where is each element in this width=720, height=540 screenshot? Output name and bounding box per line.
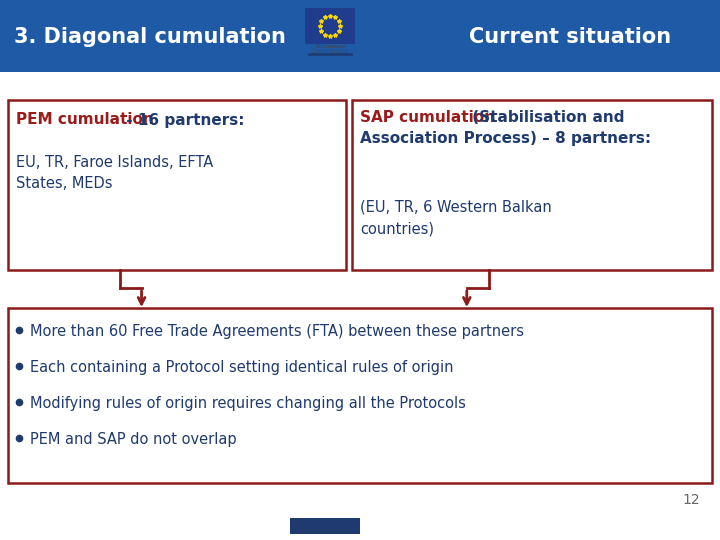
FancyBboxPatch shape	[305, 8, 355, 44]
FancyBboxPatch shape	[8, 308, 712, 483]
Text: European
Commission: European Commission	[311, 44, 349, 55]
FancyBboxPatch shape	[290, 518, 360, 534]
Text: More than 60 Free Trade Agreements (FTA) between these partners: More than 60 Free Trade Agreements (FTA)…	[30, 324, 524, 339]
FancyBboxPatch shape	[8, 100, 346, 270]
Text: (Stabilisation and: (Stabilisation and	[467, 111, 624, 125]
Text: Association Process) – 8 partners:: Association Process) – 8 partners:	[360, 131, 651, 145]
Text: Current situation: Current situation	[469, 28, 671, 48]
Text: PEM cumulation: PEM cumulation	[16, 112, 154, 127]
Text: PEM and SAP do not overlap: PEM and SAP do not overlap	[30, 432, 237, 447]
FancyBboxPatch shape	[352, 100, 712, 270]
Text: Modifying rules of origin requires changing all the Protocols: Modifying rules of origin requires chang…	[30, 396, 466, 411]
Text: SAP cumulation: SAP cumulation	[360, 111, 495, 125]
FancyBboxPatch shape	[0, 0, 720, 72]
Text: (EU, TR, 6 Western Balkan
countries): (EU, TR, 6 Western Balkan countries)	[360, 200, 552, 236]
Text: 3. Diagonal cumulation: 3. Diagonal cumulation	[14, 28, 286, 48]
Text: 12: 12	[683, 493, 700, 507]
Text: EU, TR, Faroe Islands, EFTA
States, MEDs: EU, TR, Faroe Islands, EFTA States, MEDs	[16, 155, 213, 191]
Text: - 16 partners:: - 16 partners:	[121, 112, 245, 127]
Text: Each containing a Protocol setting identical rules of origin: Each containing a Protocol setting ident…	[30, 360, 454, 375]
